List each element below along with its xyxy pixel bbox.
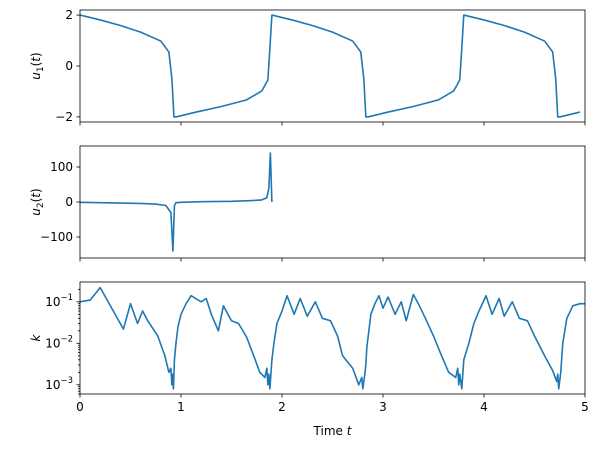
y-tick-label: 10−3	[45, 376, 73, 392]
x-tick-label: 3	[379, 400, 387, 414]
y-tick-label: 0	[65, 59, 73, 73]
y-tick-label: 2	[65, 8, 73, 22]
y-tick-label: 100	[50, 160, 73, 174]
y-tick-label: 0	[65, 195, 73, 209]
series-line-2-1	[80, 152, 273, 252]
y-tick-label: −100	[40, 230, 73, 244]
plot-frame	[79, 281, 586, 395]
panel-3: 0 1 2 3 4 5 10−3 10−2 10−1 k Time t	[29, 281, 589, 438]
series-line-1-1	[80, 14, 581, 118]
x-tick-label: 2	[278, 400, 286, 414]
y-axis-label: k	[29, 333, 43, 341]
x-tick-label: 5	[581, 400, 589, 414]
y-tick-label: −2	[55, 110, 73, 124]
panel-1: −2 0 2 u1(t)	[29, 8, 586, 126]
series-line-3-1	[80, 286, 585, 390]
y-axis-label: u1(t)	[29, 52, 46, 79]
y-axis-label: u2(t)	[29, 188, 46, 215]
x-tick-label: 1	[177, 400, 185, 414]
plot-frame	[79, 145, 586, 259]
y-tick-label: 10−2	[45, 334, 73, 350]
y-tick-label: 10−1	[45, 293, 73, 309]
x-tick-label: 0	[76, 400, 84, 414]
x-axis-label: Time t	[313, 424, 353, 438]
panel-2: −100 0 100 u2(t)	[29, 145, 586, 262]
x-tick-label: 4	[480, 400, 488, 414]
